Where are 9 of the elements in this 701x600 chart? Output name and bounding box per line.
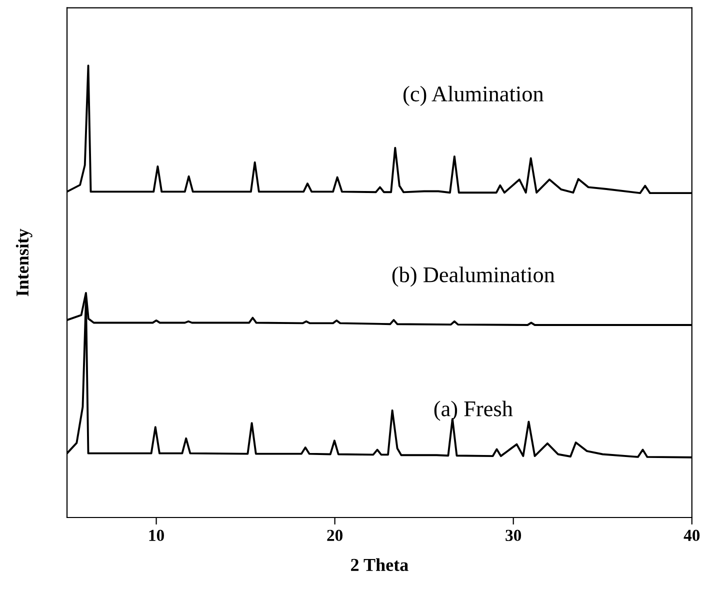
x-tick-label: 40 [684, 530, 700, 542]
x-tick-label: 10 [149, 530, 164, 542]
series-label: (a) Fresh [434, 400, 513, 421]
x-tick-label: 30 [506, 530, 522, 542]
series-label: (c) Alumination [403, 86, 544, 106]
x-tick-label: 20 [327, 530, 343, 542]
series-label: (b) Dealumination [392, 266, 555, 287]
x-axis-title: 2 Theta [351, 558, 408, 572]
y-axis-title: Intensity [16, 228, 32, 296]
